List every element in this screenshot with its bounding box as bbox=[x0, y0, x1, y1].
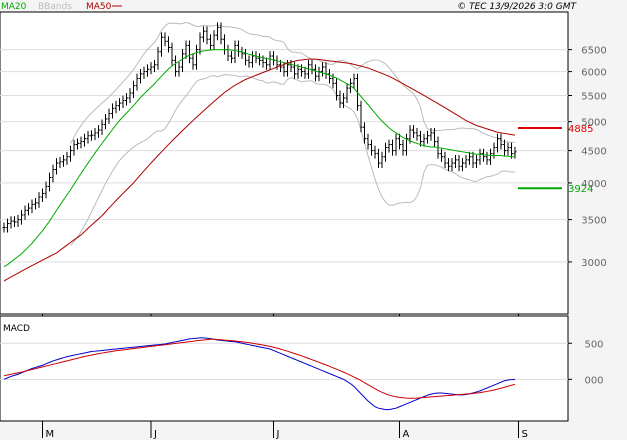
macd-axis: 000 500 bbox=[568, 339, 604, 386]
x-tick-label: J bbox=[276, 429, 280, 440]
signal-line bbox=[3, 338, 516, 399]
bband-lower bbox=[70, 74, 516, 246]
price-tick-label: 6500 bbox=[581, 46, 606, 57]
price-tick-label: 3000 bbox=[581, 258, 606, 269]
macd-tick-label: 500 bbox=[584, 339, 603, 350]
moving-averages bbox=[3, 49, 516, 282]
macd-tick-label: 000 bbox=[584, 375, 603, 386]
price-axis: 3000 3500 4000 4500 5000 5500 6000 6500 bbox=[568, 46, 607, 269]
price-tick-label: 5500 bbox=[581, 91, 606, 102]
price-tick-label: 5000 bbox=[581, 118, 606, 129]
legend-ma20: MA20 bbox=[1, 2, 27, 12]
price-grid bbox=[0, 49, 568, 263]
macd-line bbox=[3, 337, 516, 411]
x-tick-label: M bbox=[46, 429, 55, 440]
bband-upper bbox=[70, 21, 516, 144]
price-panel bbox=[0, 11, 569, 315]
price-tick-label: 4500 bbox=[581, 147, 606, 158]
macd-grid bbox=[0, 342, 568, 380]
ma50-line bbox=[3, 58, 516, 282]
bollinger-bands bbox=[70, 21, 516, 246]
macd-panel bbox=[0, 315, 569, 422]
x-tick-label: S bbox=[522, 429, 528, 440]
legend-bbands: BBands bbox=[38, 2, 72, 12]
ma20-line bbox=[3, 49, 515, 267]
resistance-label: 4885 bbox=[568, 124, 593, 135]
price-tick-label: 4000 bbox=[581, 179, 606, 190]
x-tick-label: J bbox=[153, 429, 157, 440]
macd-label: MACD bbox=[3, 324, 30, 334]
support-label: 3924 bbox=[568, 184, 593, 195]
price-tick-label: 3500 bbox=[581, 216, 606, 227]
macd-lines bbox=[3, 337, 516, 411]
legend-ma50: MA50 bbox=[86, 2, 112, 12]
copyright-notice: © TEC 13/9/2026 3:0 GMT bbox=[457, 2, 577, 12]
x-tick-label: A bbox=[403, 429, 410, 440]
price-tick-label: 6000 bbox=[581, 68, 606, 79]
price-levels: 4885 3924 bbox=[518, 124, 593, 195]
